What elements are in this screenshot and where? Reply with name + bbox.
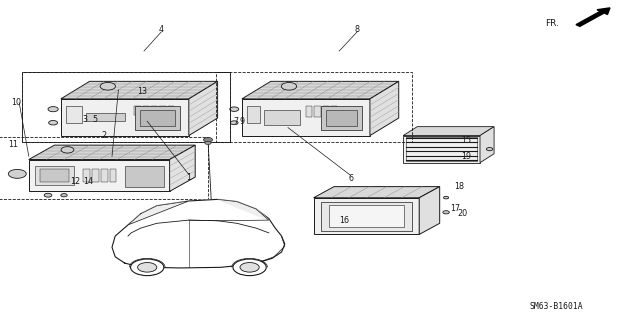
Polygon shape bbox=[61, 99, 189, 136]
Bar bbox=[321, 202, 412, 231]
Polygon shape bbox=[29, 160, 170, 191]
Bar bbox=[323, 106, 329, 117]
Text: 3: 3 bbox=[82, 115, 87, 124]
Polygon shape bbox=[112, 199, 285, 268]
Circle shape bbox=[100, 83, 116, 90]
FancyArrow shape bbox=[576, 8, 610, 26]
Text: 7: 7 bbox=[233, 117, 238, 126]
Bar bbox=[140, 110, 175, 126]
Bar bbox=[264, 110, 300, 125]
Circle shape bbox=[8, 169, 26, 178]
Polygon shape bbox=[29, 145, 195, 160]
Bar bbox=[247, 106, 260, 123]
Bar bbox=[151, 106, 157, 115]
Polygon shape bbox=[189, 81, 218, 136]
Text: 20: 20 bbox=[457, 209, 467, 218]
Bar bbox=[135, 106, 180, 130]
Text: 10: 10 bbox=[11, 98, 21, 107]
Polygon shape bbox=[242, 99, 370, 136]
Bar bbox=[143, 106, 149, 115]
Bar bbox=[168, 106, 174, 115]
Text: 13: 13 bbox=[137, 87, 147, 96]
Text: 16: 16 bbox=[339, 216, 349, 225]
Text: 2: 2 bbox=[101, 131, 106, 140]
Text: 5: 5 bbox=[92, 115, 97, 124]
Bar bbox=[125, 166, 164, 187]
Bar bbox=[326, 110, 357, 126]
Text: 4: 4 bbox=[159, 25, 164, 34]
Polygon shape bbox=[403, 127, 494, 136]
Text: 8: 8 bbox=[355, 25, 360, 34]
Bar bbox=[329, 205, 404, 227]
Text: 14: 14 bbox=[83, 177, 93, 186]
Circle shape bbox=[233, 259, 266, 276]
Text: SM63-B1601A: SM63-B1601A bbox=[530, 302, 584, 311]
Circle shape bbox=[230, 107, 239, 111]
Bar bbox=[92, 169, 99, 182]
Text: 12: 12 bbox=[70, 177, 81, 186]
Polygon shape bbox=[370, 81, 399, 136]
Bar bbox=[0, 137, 208, 199]
Circle shape bbox=[49, 121, 58, 125]
Bar bbox=[101, 169, 108, 182]
Bar bbox=[314, 106, 321, 117]
Polygon shape bbox=[314, 187, 440, 198]
Bar bbox=[83, 169, 90, 182]
Text: 18: 18 bbox=[454, 182, 465, 191]
Circle shape bbox=[205, 141, 211, 145]
Polygon shape bbox=[403, 136, 480, 163]
Polygon shape bbox=[61, 81, 218, 99]
Circle shape bbox=[204, 137, 212, 142]
Circle shape bbox=[131, 259, 164, 276]
Bar bbox=[216, 72, 412, 142]
Bar bbox=[22, 72, 230, 142]
Text: 9: 9 bbox=[239, 117, 244, 126]
Circle shape bbox=[282, 83, 297, 90]
Circle shape bbox=[61, 147, 74, 153]
Bar bbox=[22, 72, 230, 142]
Polygon shape bbox=[242, 81, 399, 99]
Circle shape bbox=[138, 263, 157, 272]
Bar bbox=[321, 106, 362, 130]
Circle shape bbox=[48, 107, 58, 112]
Bar bbox=[159, 106, 166, 115]
Polygon shape bbox=[218, 199, 269, 220]
Bar bbox=[66, 106, 82, 123]
Bar bbox=[86, 113, 125, 121]
Polygon shape bbox=[170, 145, 195, 191]
Bar bbox=[406, 137, 477, 161]
Text: 17: 17 bbox=[451, 204, 461, 213]
Text: 15: 15 bbox=[461, 137, 471, 145]
Circle shape bbox=[443, 211, 449, 214]
Bar bbox=[306, 106, 312, 117]
Circle shape bbox=[444, 196, 449, 199]
Bar bbox=[134, 106, 141, 115]
Text: 19: 19 bbox=[461, 152, 471, 161]
Polygon shape bbox=[128, 201, 189, 225]
Bar bbox=[331, 106, 337, 117]
Circle shape bbox=[61, 194, 67, 197]
Polygon shape bbox=[314, 198, 419, 234]
Text: 11: 11 bbox=[8, 140, 18, 149]
Text: 1: 1 bbox=[186, 173, 191, 182]
Circle shape bbox=[240, 263, 259, 272]
Bar bbox=[35, 166, 74, 185]
Bar bbox=[40, 169, 69, 182]
Text: FR.: FR. bbox=[545, 19, 559, 28]
Circle shape bbox=[230, 121, 238, 125]
Text: 6: 6 bbox=[348, 174, 353, 183]
Circle shape bbox=[486, 148, 493, 151]
Bar bbox=[110, 169, 116, 182]
Polygon shape bbox=[419, 187, 440, 234]
Circle shape bbox=[44, 193, 52, 197]
Polygon shape bbox=[480, 127, 494, 163]
